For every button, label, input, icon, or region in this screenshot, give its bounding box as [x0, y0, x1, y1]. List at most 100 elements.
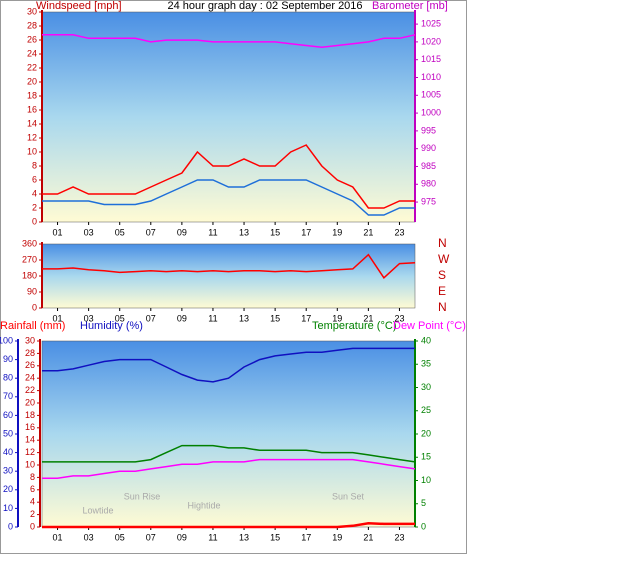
x-tick-label: 13	[239, 227, 249, 237]
y-tick-label: 1000	[421, 107, 441, 117]
series-line	[42, 347, 415, 383]
y-tick-label: 5	[421, 498, 426, 508]
y-tick-label: S	[438, 268, 446, 282]
y-tick-label: 60	[3, 410, 13, 420]
plot-area	[41, 340, 416, 528]
y-label: Windspeed [mph]	[36, 0, 122, 12]
x-tick-label: 09	[177, 532, 187, 542]
y-tick-label: 18	[27, 90, 37, 100]
x-tick-label: 05	[115, 532, 125, 542]
y-tick-label: 28	[27, 20, 37, 30]
series-line	[42, 179, 415, 216]
annotation: Lowtide	[82, 505, 113, 515]
plot-area	[41, 243, 416, 309]
y-tick-label: 20	[25, 397, 35, 407]
series-line	[42, 444, 416, 463]
series-label: Temperature (°C)	[312, 320, 396, 332]
x-tick-label: 05	[115, 227, 125, 237]
x-tick-label: 11	[208, 532, 217, 542]
x-tick-label: 07	[146, 227, 156, 237]
x-tick-label: 03	[84, 532, 94, 542]
series-label: Humidity (%)	[80, 320, 143, 332]
y-tick-label: 1015	[421, 54, 441, 64]
y-tick-label: 70	[3, 391, 13, 401]
y-tick-label: 26	[25, 360, 35, 370]
x-tick-label: 19	[332, 532, 342, 542]
series-label: Dew Point (°C)	[393, 320, 466, 332]
y-tick-label: 30	[25, 335, 35, 345]
y-tick-label: 26	[27, 34, 37, 44]
x-tick-label: 03	[84, 227, 94, 237]
x-tick-label: 09	[177, 313, 187, 323]
series-line	[42, 253, 416, 279]
y-tick-label: 50	[3, 428, 13, 438]
series-label: Rainfall (mm)	[0, 320, 65, 332]
x-tick-label: 21	[363, 313, 373, 323]
y-tick-label: 10	[25, 459, 35, 469]
x-tick-label: 15	[270, 227, 280, 237]
y-tick-label: N	[438, 300, 447, 314]
y-tick-label: 40	[421, 335, 431, 345]
x-tick-label: 07	[146, 313, 156, 323]
x-tick-label: 01	[53, 313, 63, 323]
y-tick-label: 980	[421, 179, 436, 189]
x-tick-label: 17	[301, 313, 311, 323]
y-tick-label: 100	[0, 335, 13, 345]
y-tick-label: 20	[421, 428, 431, 438]
y-tick-label: 10	[27, 146, 37, 156]
x-tick-label: 21	[363, 227, 373, 237]
y-tick-label: 2	[32, 202, 37, 212]
y-tick-label: 8	[32, 160, 37, 170]
y-tick-label: 12	[25, 447, 35, 457]
x-tick-label: 23	[394, 532, 404, 542]
x-tick-label: 15	[270, 313, 280, 323]
y-tick-label: 22	[27, 62, 37, 72]
y-tick-label: 14	[25, 435, 35, 445]
y-tick-label: 24	[27, 48, 37, 58]
y-tick-label: 40	[3, 447, 13, 457]
y-tick-label: W	[438, 252, 450, 266]
y-tick-label: 0	[30, 521, 35, 531]
y-tick-label: 28	[25, 348, 35, 358]
x-tick-label: 01	[53, 227, 63, 237]
y-tick-label: 4	[30, 497, 35, 507]
x-tick-label: 13	[239, 532, 249, 542]
x-tick-label: 11	[208, 313, 217, 323]
y-tick-label: 270	[22, 254, 37, 264]
y-tick-label: 10	[421, 475, 431, 485]
y-tick-label: 20	[27, 76, 37, 86]
y-tick-label: 30	[27, 6, 37, 16]
y-tick-label: 0	[32, 302, 37, 312]
y-tick-label: 990	[421, 143, 436, 153]
y-tick-label: 1010	[421, 72, 441, 82]
x-tick-label: 17	[301, 227, 311, 237]
y-tick-label: 6	[30, 484, 35, 494]
y-tick-label: 16	[25, 422, 35, 432]
y-tick-label: 2	[30, 509, 35, 519]
y-tick-label: E	[438, 284, 446, 298]
y-tick-label: 8	[30, 472, 35, 482]
y-tick-label: 0	[8, 521, 13, 531]
x-tick-label: 15	[270, 532, 280, 542]
y-tick-label: 24	[25, 373, 35, 383]
y-tick-label: 12	[27, 132, 37, 142]
x-tick-label: 17	[301, 532, 311, 542]
y-tick-label: 180	[22, 270, 37, 280]
y2-label: Barometer [mb]	[372, 0, 448, 12]
x-tick-label: 23	[394, 227, 404, 237]
y-tick-label: 30	[3, 466, 13, 476]
annotation: Sun Rise	[124, 491, 161, 501]
y-tick-label: 4	[32, 188, 37, 198]
y-tick-label: 16	[27, 104, 37, 114]
y-tick-label: 18	[25, 410, 35, 420]
y-tick-label: 0	[32, 216, 37, 226]
x-tick-label: 13	[239, 313, 249, 323]
y-tick-label: 995	[421, 125, 436, 135]
x-tick-label: 21	[363, 532, 373, 542]
y-tick-label: 15	[421, 452, 431, 462]
y-tick-label: N	[438, 236, 447, 250]
x-tick-label: 03	[84, 313, 94, 323]
y-tick-label: 20	[3, 484, 13, 494]
x-tick-label: 19	[332, 313, 342, 323]
x-tick-label: 05	[115, 313, 125, 323]
